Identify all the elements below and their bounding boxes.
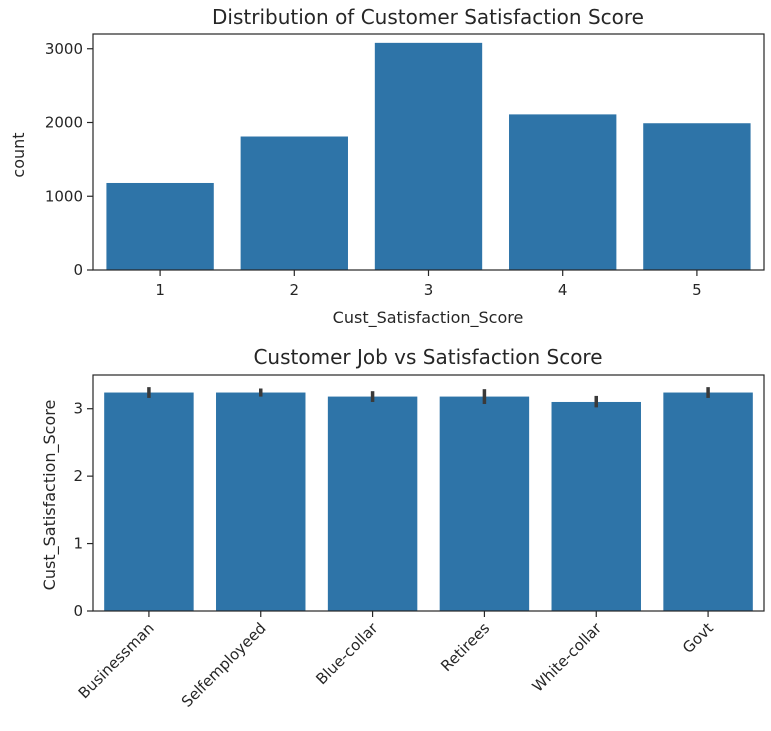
chart-1-x-tick-label: 4 bbox=[558, 281, 568, 299]
chart-2-x-tick-label: Govt bbox=[679, 619, 717, 657]
chart-1-y-tick-label: 2000 bbox=[45, 114, 83, 132]
chart-2-bar-1 bbox=[104, 392, 194, 611]
chart-2-bar-4 bbox=[439, 396, 530, 611]
chart-1-x-tick-label: 5 bbox=[692, 281, 702, 299]
chart-2-error-bars bbox=[147, 387, 710, 408]
chart-2-bars bbox=[104, 392, 753, 611]
chart-1-y-tick-label: 0 bbox=[73, 261, 83, 279]
chart-1-bar-3 bbox=[374, 42, 483, 270]
chart-1-x-tick-label: 3 bbox=[424, 281, 434, 299]
chart-1-y-tick-label: 3000 bbox=[45, 40, 83, 58]
chart-1-bar-1 bbox=[106, 182, 214, 270]
chart-2-x-tick-label: Retirees bbox=[437, 619, 493, 675]
chart-2-bar-3 bbox=[327, 396, 418, 611]
chart-2-frame bbox=[92, 374, 765, 612]
chart-1-y-tick-label: 1000 bbox=[45, 187, 83, 205]
chart-2-y-tick-label: 2 bbox=[73, 467, 83, 485]
chart-customer-satisfaction-distribution: Distribution of Customer Satisfaction Sc… bbox=[9, 5, 765, 328]
chart-2-y-tick-label: 1 bbox=[73, 535, 83, 553]
chart-2-x-tick-label: Businessman bbox=[75, 619, 158, 702]
chart-1-y-axis-label: count bbox=[9, 132, 28, 177]
chart-2-bar-2 bbox=[216, 392, 306, 611]
chart-1-bar-5 bbox=[643, 123, 751, 270]
chart-1-bar-2 bbox=[240, 136, 348, 270]
chart-1-x-axis-label: Cust_Satisfaction_Score bbox=[333, 308, 524, 328]
chart-2-x-tick-label: Selfemployeed bbox=[178, 619, 270, 711]
chart-2-bar-6 bbox=[663, 392, 753, 611]
chart-1-bars bbox=[106, 42, 751, 270]
chart-1-title: Distribution of Customer Satisfaction Sc… bbox=[212, 5, 644, 29]
chart-2-y-axis-label: Cust_Satisfaction_Score bbox=[40, 400, 60, 591]
chart-2-title: Customer Job vs Satisfaction Score bbox=[253, 345, 602, 369]
chart-2-y-tick-label: 0 bbox=[73, 602, 83, 620]
chart-1-x-tick-label: 1 bbox=[155, 281, 165, 299]
chart-2-x-tick-label: White-collar bbox=[529, 619, 606, 696]
chart-1-axes: 0 1000 2000 3000 1 2 3 4 5 bbox=[45, 33, 765, 299]
chart-customer-job-vs-satisfaction: Customer Job vs Satisfaction Score 0 1 2 3 B… bbox=[40, 345, 765, 711]
chart-2-y-tick-label: 3 bbox=[73, 400, 83, 418]
chart-2-bar-5 bbox=[551, 401, 641, 611]
chart-1-x-tick-label: 2 bbox=[290, 281, 300, 299]
chart-2-x-tick-label: Blue-collar bbox=[312, 619, 382, 689]
chart-1-bar-4 bbox=[509, 114, 617, 270]
